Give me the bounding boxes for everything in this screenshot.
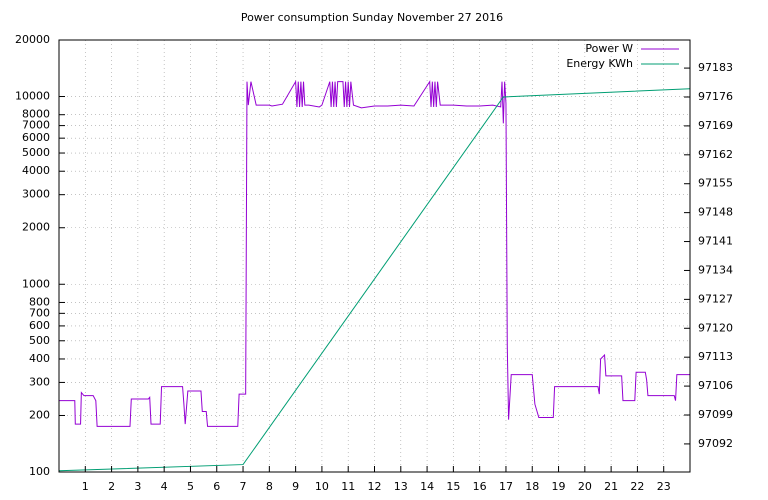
x-tick-label: 9	[292, 480, 299, 493]
y-tick-label: 20000	[15, 33, 50, 46]
series-line	[58, 88, 691, 472]
x-tick-label: 12	[368, 480, 382, 493]
y2-tick-label: 97155	[698, 177, 733, 190]
y-tick-label: 300	[29, 375, 50, 388]
x-tick-label: 1	[82, 480, 89, 493]
y2-tick-label: 97169	[698, 119, 733, 132]
x-tick-label: 11	[341, 480, 355, 493]
x-tick-label: 14	[420, 480, 434, 493]
y-tick-label: 1000	[22, 277, 50, 290]
y2-tick-label: 97127	[698, 292, 733, 305]
x-tick-label: 3	[134, 480, 141, 493]
y-tick-label: 400	[29, 352, 50, 365]
x-tick-label: 23	[657, 480, 671, 493]
x-tick-label: 7	[240, 480, 247, 493]
y-tick-label: 6000	[22, 131, 50, 144]
y2-tick-label: 97106	[698, 379, 733, 392]
legend-label: Power W	[585, 42, 633, 55]
x-tick-label: 13	[394, 480, 408, 493]
y-tick-label: 500	[29, 334, 50, 347]
chart-title: Power consumption Sunday November 27 201…	[241, 11, 503, 24]
y2-tick-label: 97141	[698, 235, 733, 248]
y-tick-label: 200	[29, 408, 50, 421]
y-tick-label: 100	[29, 465, 50, 478]
y2-tick-label: 97148	[698, 206, 733, 219]
x-tick-label: 10	[315, 480, 329, 493]
y-tick-label: 600	[29, 319, 50, 332]
y2-tick-label: 97183	[698, 61, 733, 74]
y-tick-label: 7000	[22, 119, 50, 132]
y-tick-label: 700	[29, 306, 50, 319]
x-tick-label: 15	[446, 480, 460, 493]
y2-tick-label: 97099	[698, 408, 733, 421]
plot	[58, 79, 691, 472]
y2-tick-label: 97176	[698, 90, 733, 103]
y2-tick-label: 97113	[698, 350, 733, 363]
x-tick-label: 22	[630, 480, 644, 493]
y-tick-label: 10000	[15, 90, 50, 103]
x-tick-label: 16	[473, 480, 487, 493]
y-tick-label: 5000	[22, 146, 50, 159]
x-tick-label: 18	[525, 480, 539, 493]
y-tick-label: 3000	[22, 188, 50, 201]
x-tick-label: 19	[552, 480, 566, 493]
x-tick-label: 2	[108, 480, 115, 493]
x-tick-label: 8	[266, 480, 273, 493]
x-tick-label: 21	[604, 480, 618, 493]
x-tick-label: 17	[499, 480, 513, 493]
y2-tick-label: 97134	[698, 263, 733, 276]
y2-tick-label: 97162	[698, 148, 733, 161]
y-tick-label: 800	[29, 295, 50, 308]
grid	[59, 39, 690, 473]
x-tick-label: 20	[578, 480, 592, 493]
y2-tick-label: 97092	[698, 437, 733, 450]
y2-tick-label: 97120	[698, 321, 733, 334]
y-tick-label: 8000	[22, 108, 50, 121]
y-tick-label: 4000	[22, 164, 50, 177]
x-tick-label: 5	[187, 480, 194, 493]
y-tick-label: 2000	[22, 221, 50, 234]
x-tick-label: 6	[213, 480, 220, 493]
series-line	[59, 79, 690, 427]
legend-label: Energy KWh	[566, 57, 633, 70]
x-tick-label: 4	[161, 480, 168, 493]
